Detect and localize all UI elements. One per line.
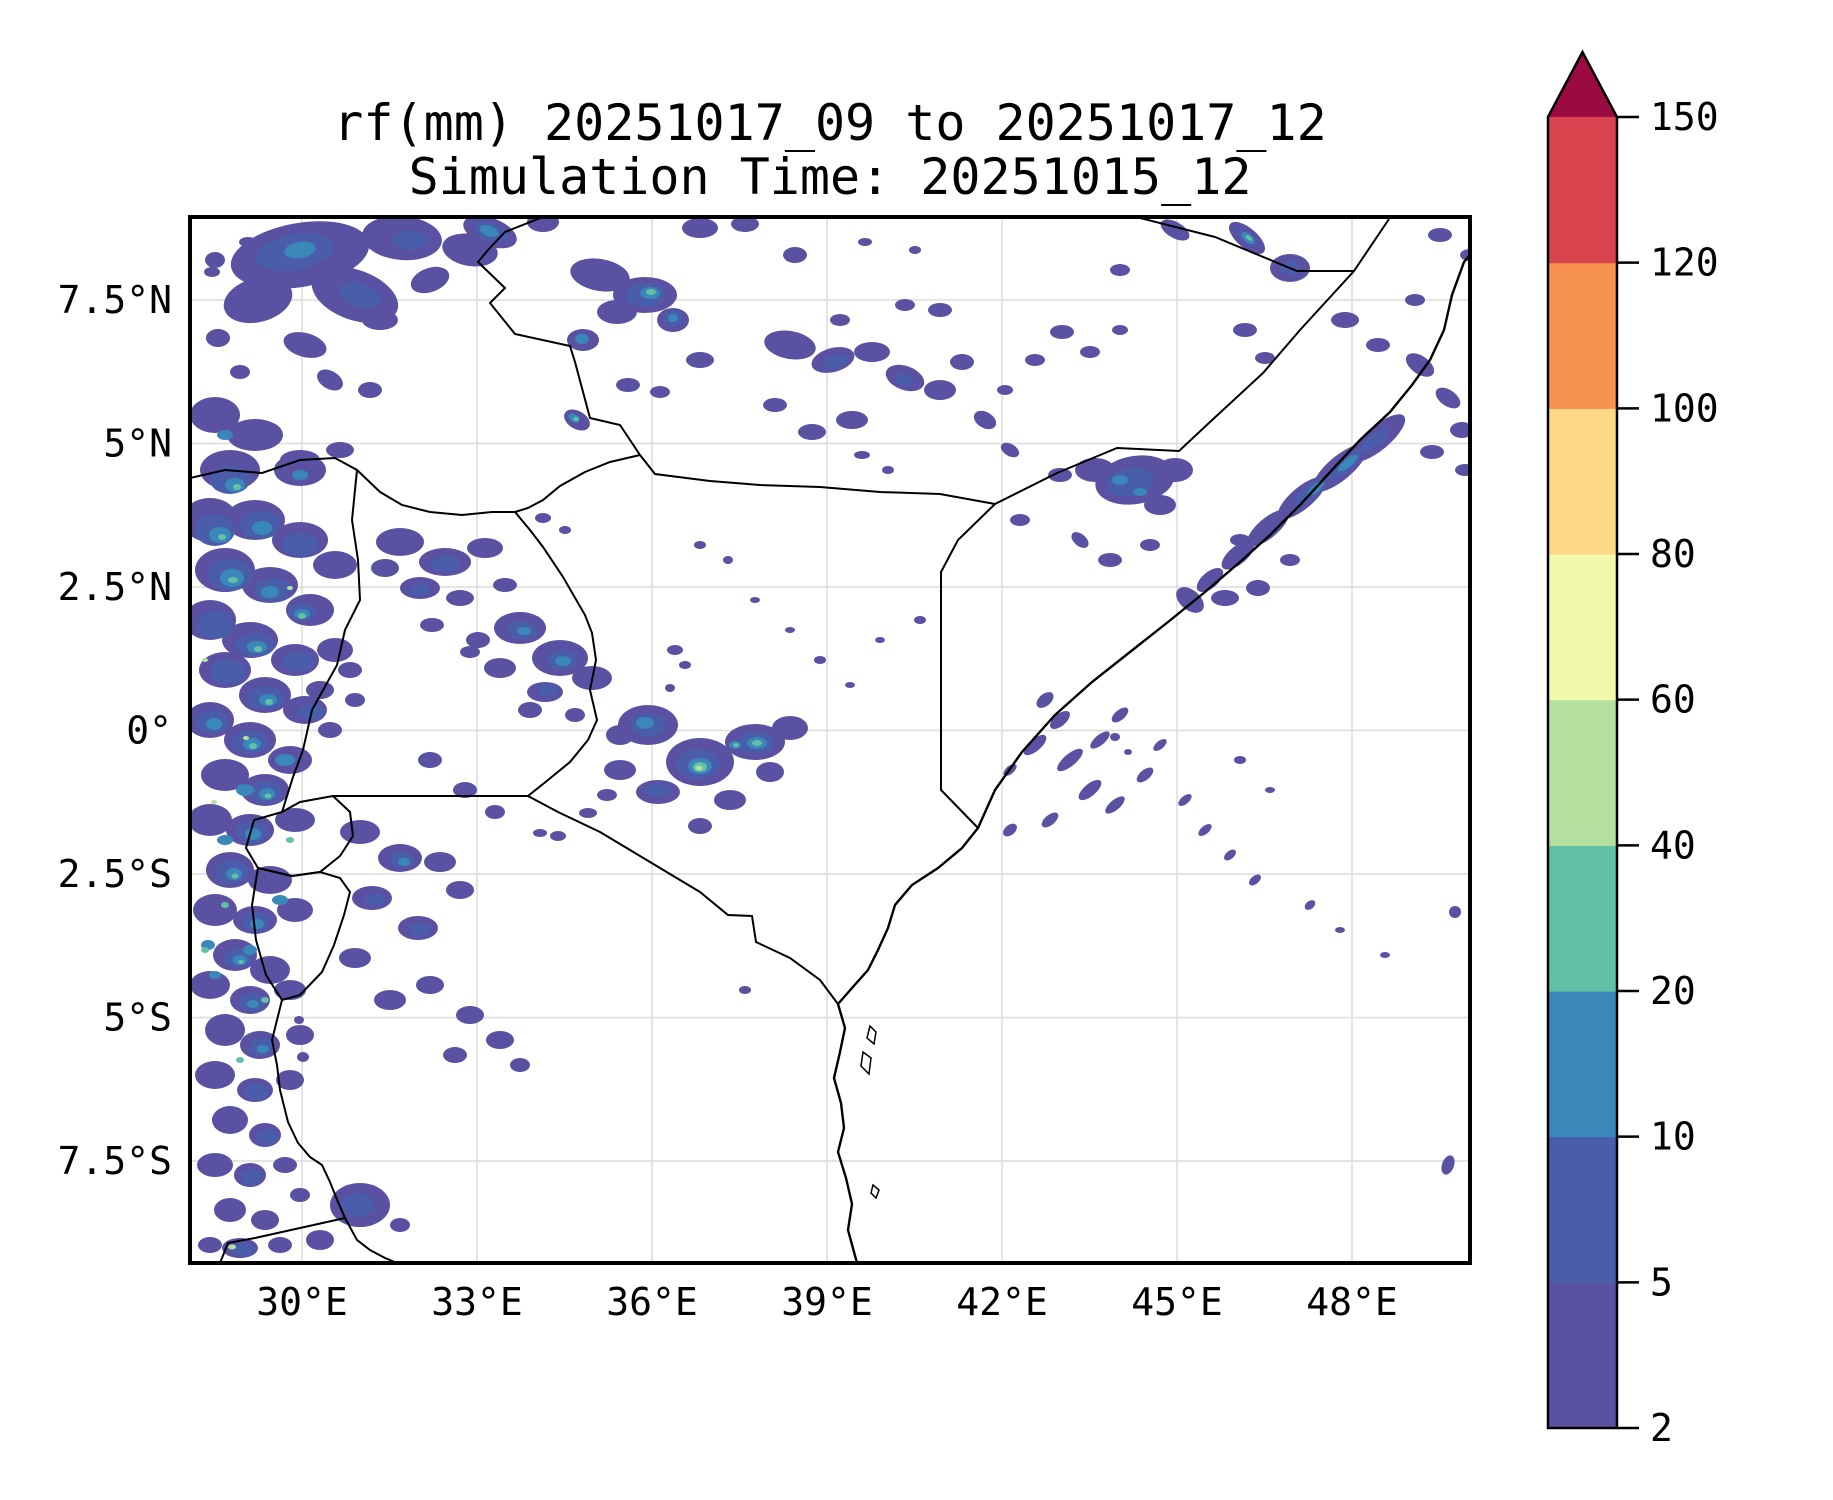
coastline (832, 254, 1470, 1263)
country-border (281, 469, 362, 813)
country-border (190, 456, 515, 517)
colorbar-segment (1548, 991, 1617, 1138)
colorbar-tick-label: 150 (1650, 95, 1719, 139)
country-border (1139, 217, 1354, 272)
rainfall-field (190, 217, 1470, 1258)
y-tick-label: 0° (126, 709, 172, 753)
x-tick-label: 39°E (781, 1280, 873, 1324)
colorbar-tick-label: 2 (1650, 1406, 1673, 1450)
y-tick-label: 5°N (103, 422, 172, 466)
colorbar: 2 5 10 20 40 60 80 100 120 150 (1546, 49, 1719, 1450)
country-border (994, 218, 1390, 505)
colorbar-tick-label: 60 (1650, 678, 1696, 722)
y-tick-label: 2.5°S (58, 852, 172, 896)
colorbar-tick-label: 100 (1650, 386, 1719, 430)
colorbar-segment (1548, 699, 1617, 846)
country-border (270, 999, 398, 1263)
country-border (514, 511, 599, 797)
geography (190, 217, 1470, 1263)
colorbar-segment (1548, 117, 1617, 264)
y-tick-label: 5°S (103, 996, 172, 1040)
island-outline (860, 1050, 872, 1076)
colorbar-tick-label: 10 (1650, 1115, 1696, 1159)
colorbar-tick-label: 80 (1650, 532, 1696, 576)
x-tick-label: 48°E (1306, 1280, 1398, 1324)
colorbar-segment (1548, 845, 1617, 992)
x-tick-label: 42°E (956, 1280, 1048, 1324)
colorbar-outline (1546, 49, 1619, 1430)
colorbar-tick-label: 5 (1650, 1260, 1673, 1304)
colorbar-over-arrow (1548, 52, 1617, 117)
x-tick-label: 33°E (431, 1280, 523, 1324)
colorbar-segment (1548, 262, 1617, 409)
country-border (527, 795, 839, 1005)
map-frame (188, 215, 1472, 1265)
country-border (244, 794, 355, 878)
country-border (639, 454, 996, 505)
figure-title: rf(mm) 20251017_09 to 20251017_12 (333, 94, 1326, 152)
colorbar-segment (1548, 1136, 1617, 1283)
colorbar-segment (1548, 554, 1617, 701)
x-axis-labels: 30°E 33°E 36°E 39°E 42°E 45°E 48°E (256, 1280, 1398, 1324)
country-border (250, 867, 352, 1002)
x-tick-label: 30°E (256, 1280, 348, 1324)
gridlines (190, 217, 1470, 1263)
country-border (476, 217, 641, 456)
y-tick-label: 7.5°N (58, 278, 172, 322)
y-axis-labels: 7.5°N 5°N 2.5°N 0° 2.5°S 5°S 7.5°S (58, 278, 172, 1183)
x-tick-label: 45°E (1131, 1280, 1223, 1324)
rain-level-40-60 (202, 586, 703, 1250)
colorbar-tick-label: 120 (1650, 241, 1719, 285)
colorbar-segment (1548, 1282, 1617, 1429)
figure-subtitle: Simulation Time: 20251015_12 (409, 148, 1252, 206)
colorbar-tick-label: 40 (1650, 823, 1696, 867)
colorbar-tick-label: 20 (1650, 969, 1696, 1013)
country-border (514, 454, 641, 513)
y-tick-label: 7.5°S (58, 1139, 172, 1183)
country-border (940, 503, 996, 829)
country-border (219, 1217, 346, 1263)
x-tick-label: 36°E (606, 1280, 698, 1324)
colorbar-segment (1548, 408, 1617, 555)
y-tick-label: 2.5°N (58, 565, 172, 609)
island-outline (870, 1183, 880, 1200)
island-outline (866, 1024, 877, 1046)
rain-level-20-40 (201, 235, 1253, 1063)
